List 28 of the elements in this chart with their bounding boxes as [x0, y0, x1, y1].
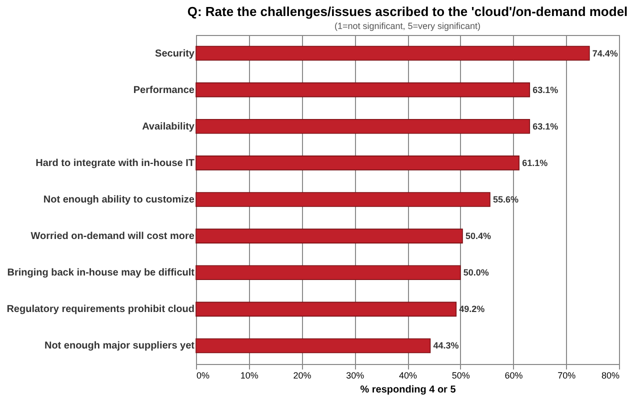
y-tick-label: Worried on-demand will cost more	[30, 231, 195, 242]
x-tick-label: 0%	[196, 370, 210, 380]
y-tick-label: Availability	[142, 121, 195, 132]
x-tick-label: 50%	[452, 370, 470, 380]
y-tick-label: Performance	[133, 84, 195, 96]
chart-title: Q: Rate the challenges/issues ascribed to the 'cloud'/on-demand model	[187, 4, 628, 19]
y-tick-label: Regulatory requirements prohibit cloud	[6, 304, 194, 316]
y-tick-label: Not enough major suppliers yet	[44, 340, 196, 352]
y-tick-label: Hard to integrate with in-house IT	[36, 158, 194, 169]
x-axis-title: % responding 4 or 5	[360, 384, 456, 396]
x-tick-label: 40%	[398, 370, 418, 380]
x-tick-label: 30%	[346, 370, 364, 380]
data-label: 50.0%	[463, 268, 489, 278]
data-label: 63.1%	[532, 121, 558, 132]
chart-subtitle: (1=not significant, 5=very significant)	[334, 21, 481, 31]
data-label: 61.1%	[522, 158, 548, 168]
x-tick-label: 80%	[601, 370, 620, 380]
x-tick-label: 60%	[504, 370, 523, 380]
x-tick-label: 70%	[558, 370, 576, 380]
data-label: 44.3%	[433, 340, 459, 351]
y-tick-label: Security	[155, 48, 195, 60]
data-label: 74.4%	[592, 48, 618, 58]
data-label: 63.1%	[532, 84, 558, 95]
y-tick-label: Bringing back in-house may be difficult	[7, 268, 196, 279]
y-tick-label: Not enough ability to customize	[43, 194, 195, 206]
x-tick-label: 10%	[240, 370, 258, 380]
x-tick-label: 20%	[293, 370, 312, 380]
data-label: 50.4%	[465, 231, 492, 242]
